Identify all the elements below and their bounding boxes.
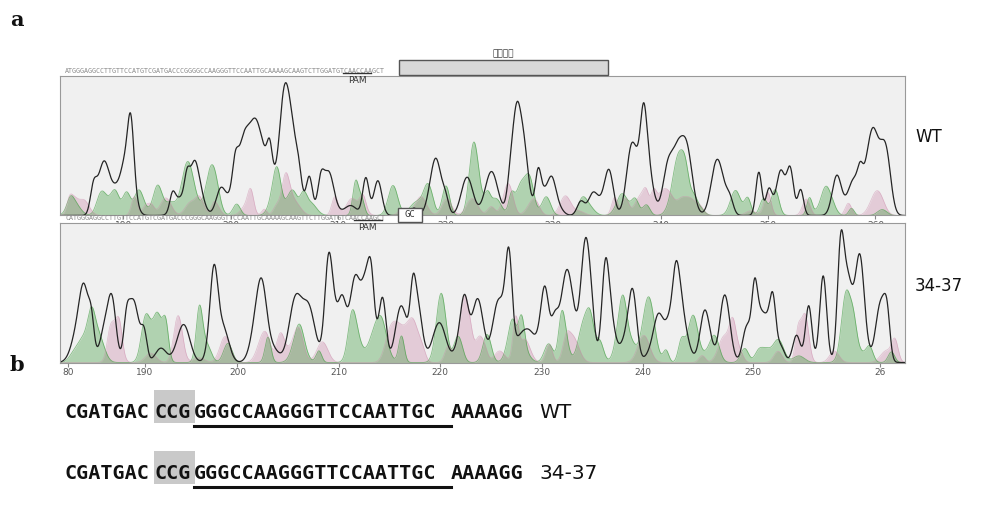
Text: PAM: PAM xyxy=(348,76,367,85)
Text: CCG: CCG xyxy=(155,464,191,483)
Text: GGGCCAAGGGTTCCAATTGC: GGGCCAAGGGTTCCAATTGC xyxy=(194,403,436,422)
Text: GC: GC xyxy=(405,210,415,220)
Text: b: b xyxy=(10,355,25,375)
Text: GGGCCAAGGGTTCCAATTGC: GGGCCAAGGGTTCCAATTGC xyxy=(194,464,436,483)
Text: CCG: CCG xyxy=(155,403,191,422)
Text: WT: WT xyxy=(915,128,942,146)
Text: PAM: PAM xyxy=(358,223,377,232)
Text: a: a xyxy=(10,10,24,30)
Text: 34-37: 34-37 xyxy=(540,464,598,483)
Text: CGATGAC: CGATGAC xyxy=(65,464,150,483)
Text: AAAAGG: AAAAGG xyxy=(450,403,523,422)
Text: ATGGGAGGCCTTGTTCCATGTCGATGACCCGGGGCCAAGGGTTCCAATTGCAAAAGCAAGTCTTGGATGTCAACCAAGCT: ATGGGAGGCCTTGTTCCATGTCGATGACCCGGGGCCAAGG… xyxy=(65,67,385,74)
Text: AAAAGG: AAAAGG xyxy=(450,464,523,483)
Text: CATGGGAGGCCTTGTTCCATGTCGATGACCCGGGCAAGGGTTCCAATTGCAAAAGCAAGTTCTTGGATGTCAACCAAGCT: CATGGGAGGCCTTGTTCCATGTCGATGACCCGGGCAAGGG… xyxy=(65,214,385,221)
Text: 34-37: 34-37 xyxy=(915,277,963,296)
Text: WT: WT xyxy=(540,403,572,422)
Text: CGATGAC: CGATGAC xyxy=(65,403,150,422)
Text: 靶标位点: 靶标位点 xyxy=(493,49,514,58)
